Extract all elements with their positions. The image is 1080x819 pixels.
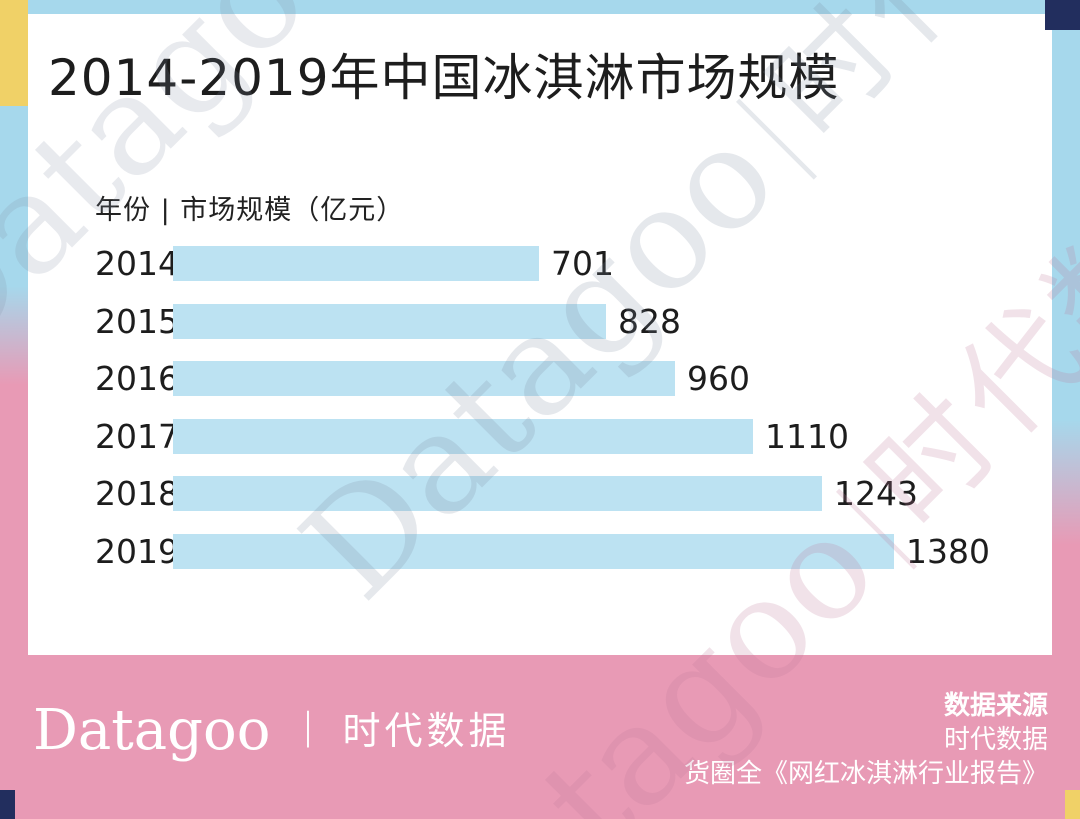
logo-latin-text: Datagoo bbox=[33, 698, 271, 763]
bar bbox=[173, 418, 753, 454]
value-label: 701 bbox=[551, 244, 614, 283]
chart-row: 2018 1243 bbox=[95, 476, 1035, 511]
chart-card: 2014-2019年中国冰淇淋市场规模 年份 | 市场规模（亿元） 2014 70… bbox=[28, 14, 1052, 655]
value-label: 828 bbox=[618, 301, 681, 341]
data-source-line-2: 货圈全《网红冰淇淋行业报告》 bbox=[683, 759, 1048, 789]
bar-chart: 2014 701 2015 828 2016 960 2017 1110 2018 1243 201… bbox=[95, 246, 1035, 591]
corner-block-bottom-left bbox=[0, 790, 15, 819]
value-label: 1380 bbox=[906, 531, 990, 571]
bar bbox=[173, 361, 675, 396]
chart-title: 2014-2019年中国冰淇淋市场规模 bbox=[48, 49, 840, 107]
bar bbox=[173, 533, 894, 569]
value-label: 960 bbox=[687, 359, 750, 398]
year-label: 2017 bbox=[95, 416, 179, 456]
value-label: 1243 bbox=[834, 474, 918, 513]
footer-band: Datagoo 丨 时代数据 数据来源 时代数据 货圈全《网红冰淇淋行业报告》 bbox=[0, 655, 1080, 819]
bar bbox=[173, 246, 539, 281]
value-label: 1110 bbox=[765, 416, 849, 456]
frame-right-column bbox=[1052, 0, 1080, 655]
logo-divider: 丨 bbox=[296, 708, 321, 754]
data-source-label: 数据来源 bbox=[943, 691, 1048, 721]
corner-block-top-right bbox=[1045, 0, 1080, 30]
year-label: 2014 bbox=[95, 244, 179, 283]
frame-left-column bbox=[0, 0, 28, 655]
chart-row: 2014 701 bbox=[95, 246, 1035, 281]
logo-cjk-text: 时代数据 bbox=[342, 709, 511, 753]
corner-block-bottom-right bbox=[1065, 790, 1080, 819]
bar bbox=[173, 303, 606, 339]
year-label: 2019 bbox=[95, 531, 179, 571]
chart-row: 2019 1380 bbox=[95, 531, 1035, 571]
bar bbox=[173, 476, 822, 511]
chart-row: 2017 1110 bbox=[95, 416, 1035, 456]
frame-top-strip bbox=[28, 0, 1045, 14]
data-source-line-1: 时代数据 bbox=[943, 725, 1048, 755]
data-source-block: 数据来源 时代数据 货圈全《网红冰淇淋行业报告》 bbox=[684, 689, 1048, 791]
chart-row: 2015 828 bbox=[95, 301, 1035, 341]
chart-axis-legend: 年份 | 市场规模（亿元） bbox=[95, 195, 405, 226]
year-label: 2018 bbox=[95, 474, 179, 513]
year-label: 2016 bbox=[95, 359, 179, 398]
year-label: 2015 bbox=[95, 301, 179, 341]
chart-row: 2016 960 bbox=[95, 361, 1035, 396]
datagoo-logo: Datagoo 丨 时代数据 bbox=[33, 703, 510, 759]
